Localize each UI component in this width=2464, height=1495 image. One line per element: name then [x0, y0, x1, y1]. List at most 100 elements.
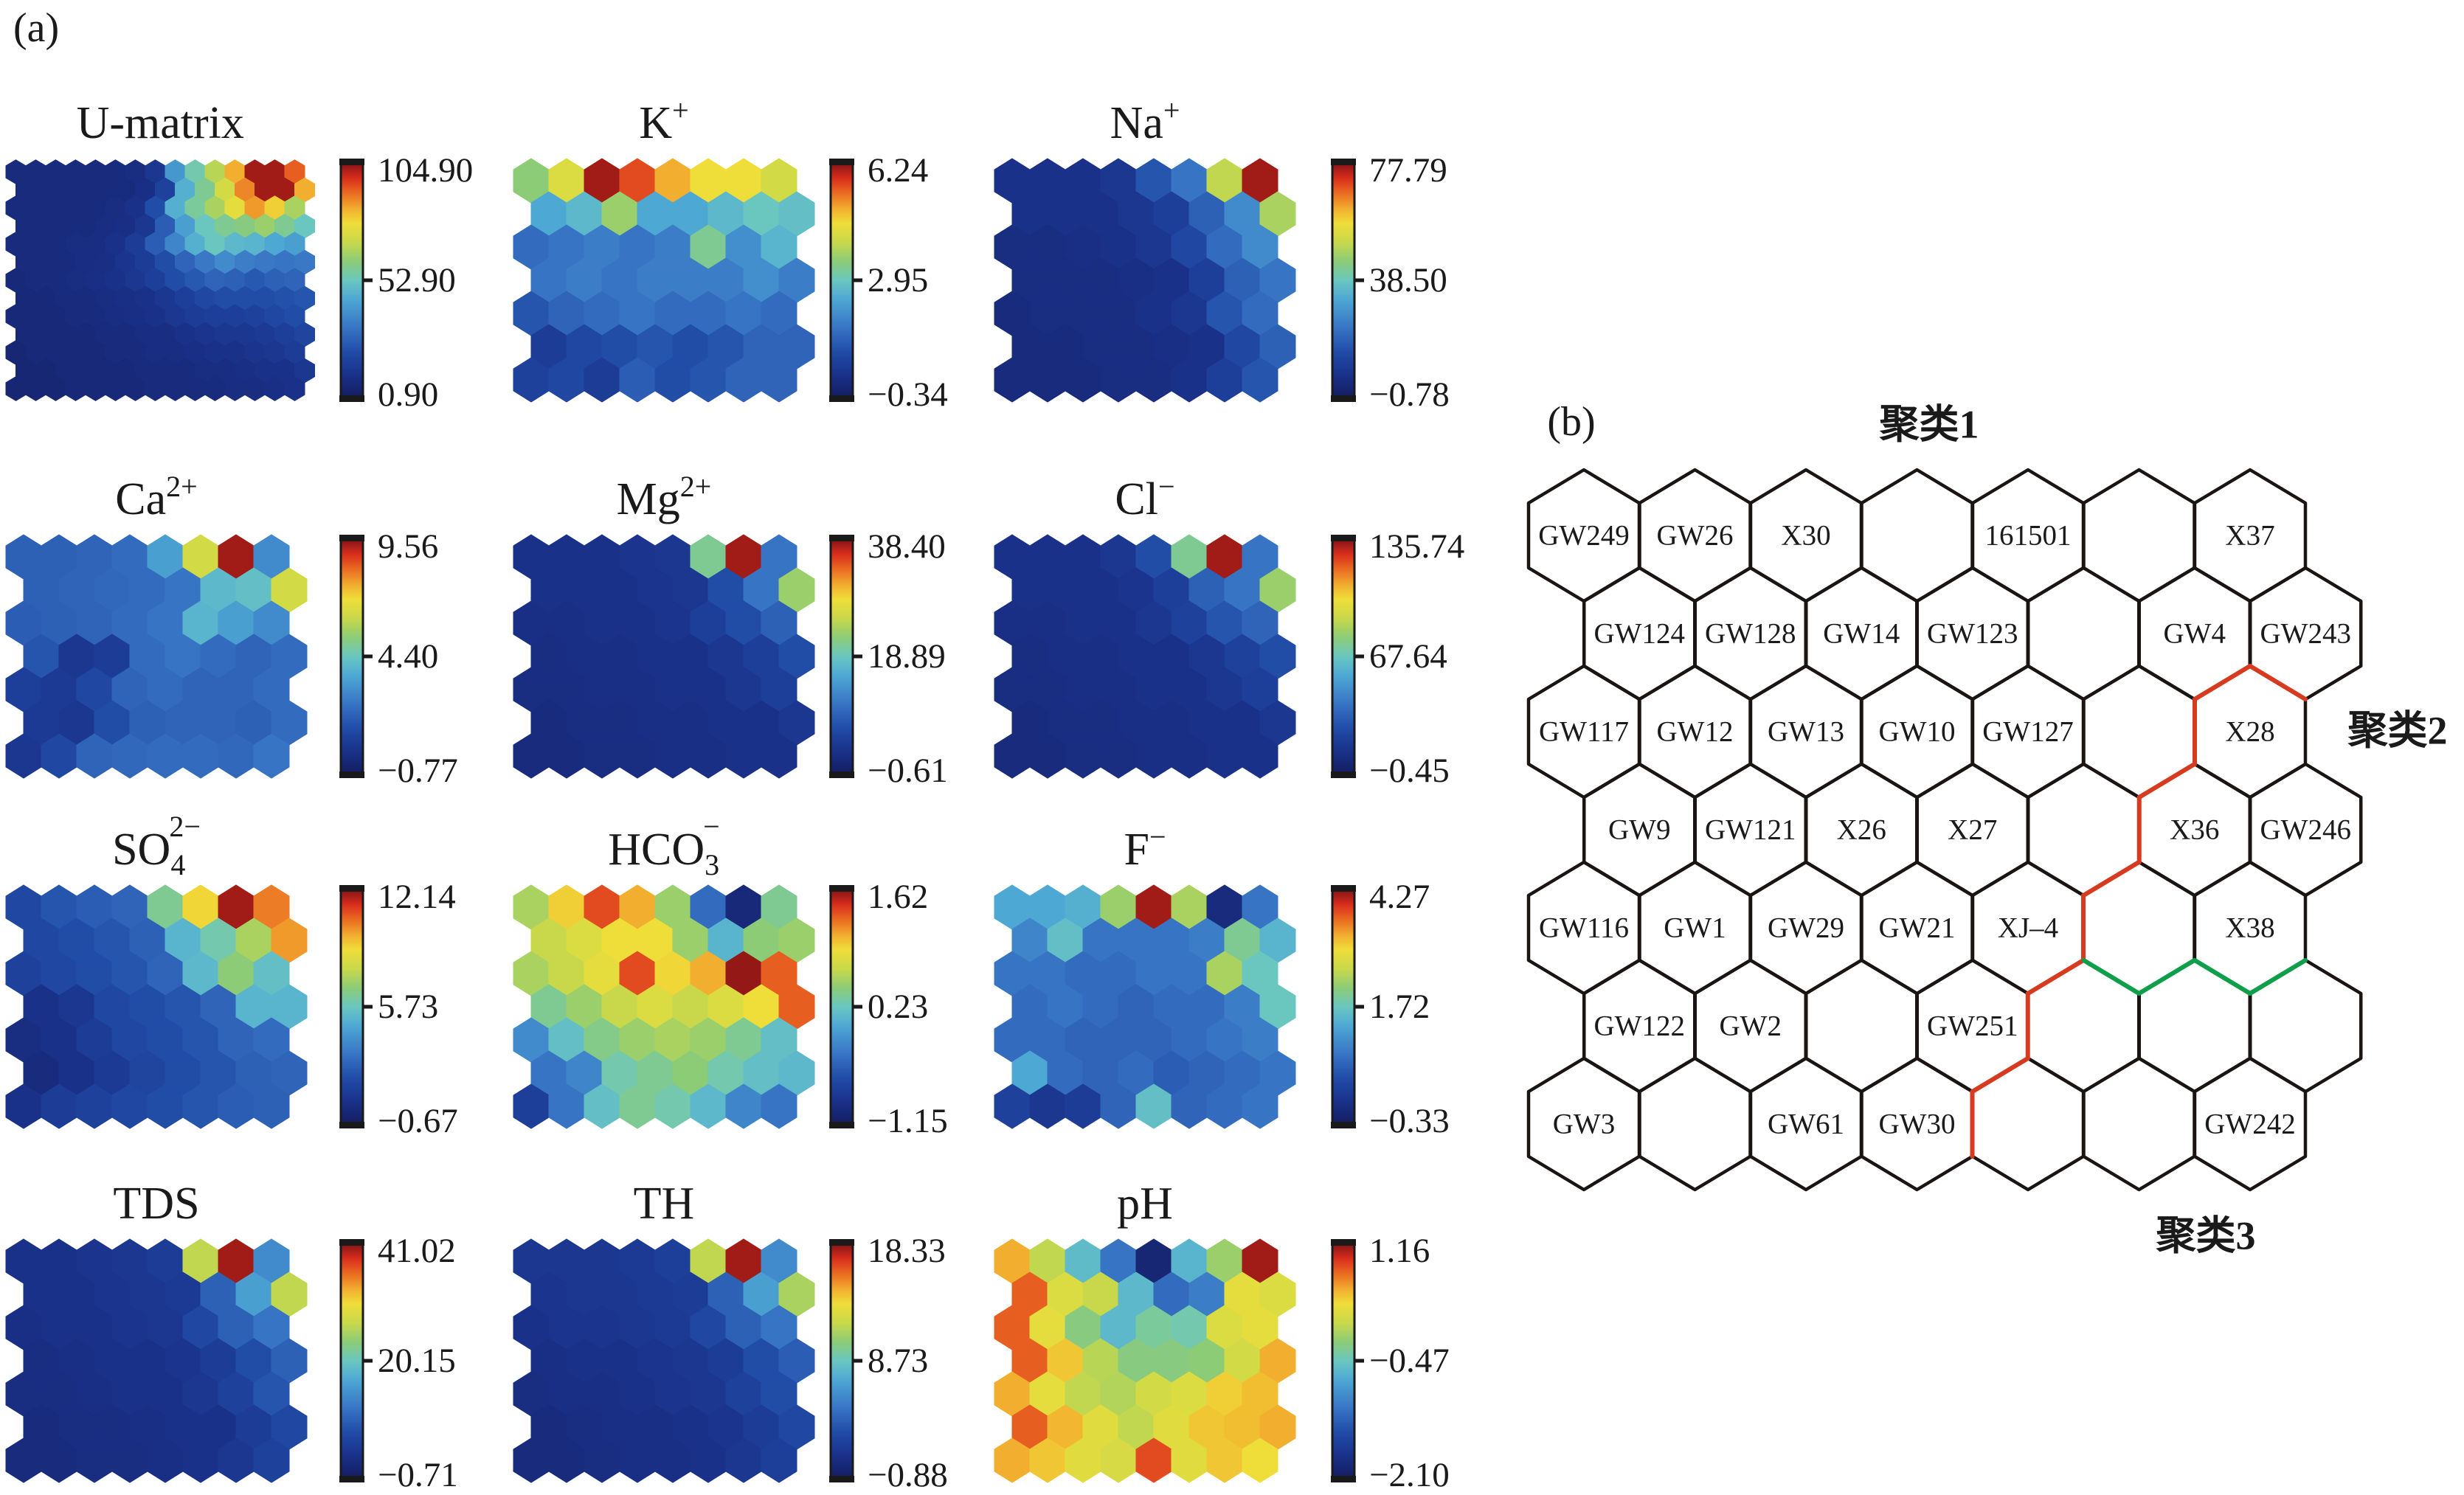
title-part: + [1163, 94, 1180, 127]
som-hex-cell [284, 376, 305, 401]
hex-cell-label-GW116: GW116 [1539, 912, 1629, 944]
hex-cell-label-GW128: GW128 [1705, 618, 1796, 650]
colorbar-cap-top [339, 159, 364, 165]
colorbar-tick-tds-1: 20.15 [378, 1342, 456, 1380]
hex-cell-label-GW12: GW12 [1657, 716, 1734, 748]
colorbar-tick-f-0: 4.27 [1369, 878, 1430, 916]
colorbar-so4 [339, 887, 364, 1127]
colorbar-tick-umatrix-1: 52.90 [378, 261, 456, 299]
colorbar-tick-th-0: 18.33 [868, 1232, 946, 1270]
colorbar-cap-bottom [1331, 395, 1356, 402]
colorbar-cap-bottom [829, 1476, 854, 1482]
title-part: Mg [617, 474, 680, 524]
som-hex-cell [1242, 733, 1278, 779]
som-hex-cell [761, 1083, 797, 1129]
hex-cell-label-X27: X27 [1948, 814, 1997, 846]
colorbar-cl [1331, 536, 1356, 777]
cluster-boundary-red [2081, 860, 2142, 898]
hex-cell-label-GW4: GW4 [2164, 618, 2226, 650]
colorbar-cap-top [829, 535, 854, 541]
hex-cell-label-GW9: GW9 [1608, 814, 1670, 846]
som-hex-cell [253, 733, 290, 779]
colorbar-cap-bottom [339, 771, 364, 778]
colorbar-na [1331, 160, 1356, 400]
som-hex-cell [253, 1437, 290, 1483]
colorbar-f [1331, 887, 1356, 1127]
hex-cell-label-X26: X26 [1837, 814, 1886, 846]
som-map-hco3: HCO3 − 1.62 0.23 −1.15 [513, 810, 948, 1140]
cluster-boundary-green [2081, 958, 2142, 996]
hex-cell-label-GW13: GW13 [1768, 716, 1844, 748]
colorbar-cap-top [829, 1239, 854, 1246]
hex-cell-label-GW21: GW21 [1879, 912, 1956, 944]
map-title-ca: Ca2+ [115, 470, 197, 524]
colorbar-tds [339, 1241, 364, 1481]
hex-cell-label-X30: X30 [1781, 520, 1830, 552]
hex-cell-label-GW251: GW251 [1927, 1010, 2018, 1042]
colorbar-tick-na-1: 38.50 [1369, 261, 1447, 299]
colorbar-tick-k-2: −0.34 [868, 375, 948, 414]
colorbar-tick-k-1: 2.95 [868, 261, 928, 299]
hex-cell-label-X37: X37 [2225, 520, 2274, 552]
colorbar-tick-f-1: 1.72 [1369, 988, 1430, 1026]
colorbar-cap-top [1331, 885, 1356, 892]
colorbar-cap-top [339, 535, 364, 541]
cluster-boundary-red [2136, 762, 2197, 799]
colorbar-cap-bottom [339, 395, 364, 402]
hex-cell-label-X38: X38 [2225, 912, 2274, 944]
colorbar-tick-f-2: −0.33 [1369, 1102, 1450, 1140]
colorbar-tick-mg-1: 18.89 [868, 637, 946, 676]
hex-cell-label-GW246: GW246 [2260, 814, 2351, 846]
title-part: − [703, 810, 720, 843]
colorbar-tick-mg-2: −0.61 [868, 752, 948, 790]
som-hex-cell [1242, 357, 1278, 403]
colorbar-cap-bottom [1331, 1476, 1356, 1482]
map-title-ph: pH [1117, 1179, 1173, 1229]
colorbar-tick-tds-2: −0.71 [378, 1456, 458, 1494]
hex-cell-label-GW14: GW14 [1823, 618, 1900, 650]
title-part: TDS [113, 1179, 199, 1229]
hex-cell-label-GW242: GW242 [2204, 1109, 2295, 1140]
map-title-f: F− [1124, 820, 1166, 875]
hex-cell-label-GW122: GW122 [1594, 1010, 1685, 1042]
panel-a-label: (a) [13, 5, 60, 51]
title-part: 3 [705, 848, 719, 881]
som-hex-cell [761, 1437, 797, 1483]
som-hexgrid-panel: GW249 GW26 X30 161501 X37 GW124 GW128 GW14 GW123… [1526, 468, 2363, 1192]
colorbar-tick-ca-0: 9.56 [378, 527, 438, 566]
som-hex-cell [1242, 1083, 1278, 1129]
title-part: SO [112, 825, 170, 875]
hex-cell-label-X36: X36 [2170, 814, 2219, 846]
colorbar-tick-so4-2: −0.67 [378, 1102, 458, 1140]
colorbar-tick-ca-2: −0.77 [378, 752, 458, 790]
colorbar-tick-umatrix-2: 0.90 [378, 375, 438, 414]
cluster-boundary-red [2193, 664, 2252, 701]
cluster-3-label: 聚类3 [2156, 1213, 2256, 1258]
colorbar-ca [339, 536, 364, 777]
title-part: Na [1110, 98, 1163, 148]
cluster-boundary-green [2248, 958, 2308, 996]
colorbar-tick-ph-2: −2.10 [1369, 1456, 1450, 1494]
colorbar-hco3 [829, 887, 854, 1127]
colorbar-tick-ph-1: −0.47 [1369, 1342, 1450, 1380]
colorbar-tick-hco3-0: 1.62 [868, 878, 928, 916]
title-part: TH [634, 1179, 695, 1229]
colorbar-umatrix [339, 160, 364, 400]
hex-cell-label-GW26: GW26 [1657, 520, 1734, 552]
hex-cell-label-GW243: GW243 [2260, 618, 2351, 650]
cluster-boundary-red [2248, 664, 2308, 701]
map-title-na: Na+ [1110, 94, 1180, 148]
cluster-boundary-red [1970, 1056, 2030, 1094]
colorbar-tick-k-0: 6.24 [868, 151, 928, 190]
title-part: U-matrix [77, 98, 244, 148]
map-title-k: K+ [639, 94, 688, 148]
colorbar-mg [829, 536, 854, 777]
colorbar-tick-mg-0: 38.40 [868, 527, 946, 566]
som-map-tds: TDS 41.02 20.15 −0.71 [5, 1179, 458, 1494]
som-map-th: TH 18.33 8.73 −0.88 [513, 1179, 948, 1494]
colorbar-cap-bottom [829, 395, 854, 402]
colorbar-cap-top [829, 159, 854, 165]
colorbar-tick-th-2: −0.88 [868, 1456, 948, 1494]
